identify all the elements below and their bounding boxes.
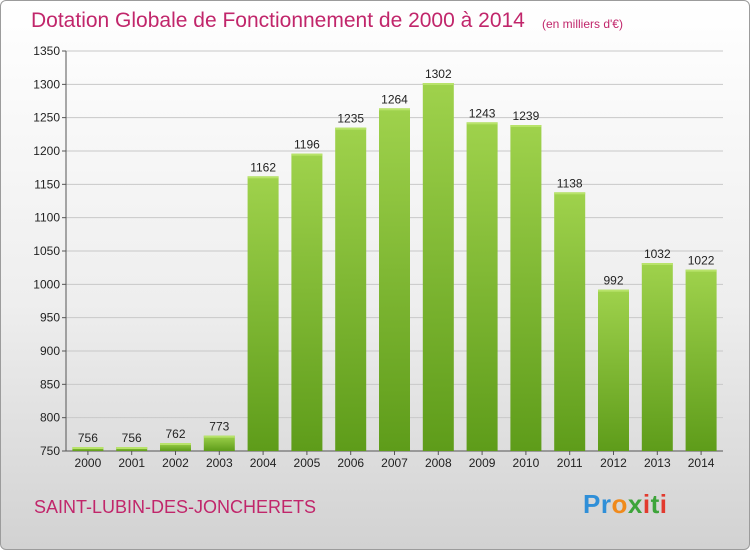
x-tick-label: 2006 xyxy=(337,456,364,470)
data-label: 756 xyxy=(78,431,98,445)
y-tick-label: 800 xyxy=(40,411,60,425)
data-label: 1235 xyxy=(337,112,364,126)
commune-name: SAINT-LUBIN-DES-JONCHERETS xyxy=(34,497,317,517)
x-tick-label: 2005 xyxy=(294,456,321,470)
data-label: 1196 xyxy=(294,138,320,152)
bar-2009 xyxy=(466,122,498,451)
bar-chart: 750 800 850 900 950 1000 1050 1100 1150 1200 1250 1… xyxy=(33,44,723,470)
bar-2012 xyxy=(598,289,629,451)
x-tick-label: 2007 xyxy=(381,456,408,470)
bar-highlight xyxy=(685,269,717,272)
bar-2003 xyxy=(203,435,235,451)
x-tick-label: 2009 xyxy=(469,456,496,470)
y-tick-label: 1300 xyxy=(33,77,60,91)
bar-highlight xyxy=(116,447,148,449)
data-label: 1022 xyxy=(688,254,715,268)
y-tick-label: 1250 xyxy=(33,111,60,125)
data-label: 992 xyxy=(603,274,623,288)
y-tick-label: 850 xyxy=(40,377,60,391)
data-label: 1264 xyxy=(381,92,408,106)
bar-highlight xyxy=(554,192,586,195)
bar-2010 xyxy=(510,125,542,451)
bar-highlight xyxy=(422,83,454,85)
bar-highlight xyxy=(379,108,410,111)
data-label: 1032 xyxy=(644,247,671,261)
data-label: 1162 xyxy=(250,160,276,174)
x-tick-label: 2013 xyxy=(644,456,671,470)
data-label: 1243 xyxy=(469,106,496,120)
bar-highlight xyxy=(160,443,191,445)
y-tick-label: 750 xyxy=(40,444,60,458)
x-tick-label: 2002 xyxy=(162,456,189,470)
data-label: 762 xyxy=(165,427,185,441)
data-label: 1302 xyxy=(425,67,452,81)
bar-2005 xyxy=(291,153,323,451)
bar-highlight xyxy=(247,176,279,179)
y-tick-label: 1000 xyxy=(33,277,60,291)
x-tick-label: 2012 xyxy=(600,456,627,470)
bar-2011 xyxy=(554,192,586,452)
bar-2013 xyxy=(641,263,673,451)
bars xyxy=(72,83,717,452)
bar-2008 xyxy=(422,83,454,451)
y-tick-label: 1100 xyxy=(34,211,60,225)
y-tick-label: 950 xyxy=(40,311,60,325)
x-tick-label: 2003 xyxy=(206,456,233,470)
axes: 750 800 850 900 950 1000 1050 1100 1150 1200 1250 1… xyxy=(33,44,723,470)
data-labels: 756 756 762 773 1162 1196 1235 1264 1302 1243 1239… xyxy=(78,67,715,445)
x-tick-label: 2010 xyxy=(513,456,540,470)
bar-highlight xyxy=(335,127,367,130)
y-tick-label: 1150 xyxy=(34,177,60,191)
bar-highlight xyxy=(510,125,542,127)
y-tick-label: 1350 xyxy=(33,44,60,58)
bar-highlight xyxy=(466,122,498,125)
data-label: 1138 xyxy=(557,176,583,190)
bar-2006 xyxy=(335,127,367,452)
bar-highlight xyxy=(291,153,323,156)
x-tick-label: 2011 xyxy=(557,456,583,470)
x-tick-label: 2004 xyxy=(250,456,277,470)
bar-highlight xyxy=(72,447,104,449)
bar-2002 xyxy=(160,443,191,451)
x-tick-label: 2008 xyxy=(425,456,452,470)
bar-2014 xyxy=(685,269,717,451)
x-tick-label: 2014 xyxy=(688,456,715,470)
y-tick-label: 900 xyxy=(40,344,60,358)
x-tick-label: 2000 xyxy=(75,456,102,470)
proxiti-logo[interactable]: Proxiti xyxy=(583,489,668,519)
x-tick-label: 2001 xyxy=(118,456,145,470)
bar-2004 xyxy=(247,176,279,452)
y-tick-label: 1050 xyxy=(33,244,60,258)
chart-title: Dotation Globale de Fonctionnement de 20… xyxy=(31,9,525,32)
chart-unit-note: (en milliers d'€) xyxy=(542,17,623,31)
data-label: 1239 xyxy=(513,109,540,123)
bar-highlight xyxy=(641,263,673,265)
y-tick-label: 1200 xyxy=(33,144,60,158)
data-label: 756 xyxy=(122,431,142,445)
bar-2007 xyxy=(379,108,410,451)
bar-highlight xyxy=(598,289,629,292)
data-label: 773 xyxy=(209,420,229,434)
bar-highlight xyxy=(203,435,235,438)
